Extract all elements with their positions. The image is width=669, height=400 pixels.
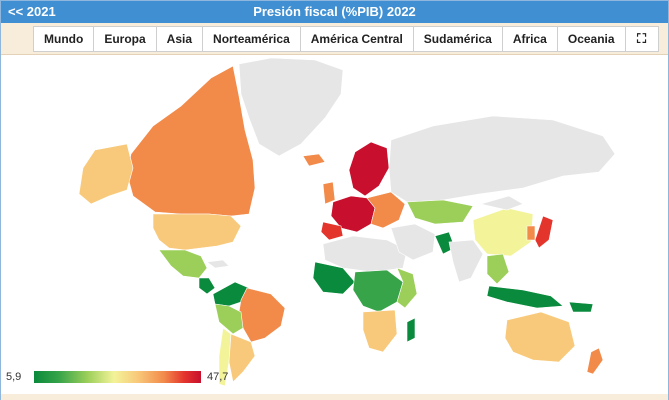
map-korea[interactable] [526, 225, 536, 241]
tab-sudamerica[interactable]: Sudamérica [414, 27, 503, 51]
map-iberia[interactable] [320, 221, 344, 241]
map-scandinavia[interactable] [348, 141, 390, 197]
map-kazakhstan[interactable] [406, 199, 474, 225]
map-southern-africa[interactable] [362, 309, 398, 353]
legend-min-label: 5,9 [6, 371, 22, 383]
map-uk[interactable] [322, 181, 336, 205]
map-east-africa[interactable] [396, 267, 418, 309]
map-iceland[interactable] [302, 153, 326, 167]
map-central-america[interactable] [198, 277, 216, 295]
map-australia[interactable] [504, 311, 576, 363]
map-middle-east[interactable] [390, 223, 436, 261]
tab-america-central[interactable]: América Central [301, 27, 414, 51]
previous-year-link[interactable]: << 2021 [8, 4, 56, 19]
bottom-strip [1, 394, 668, 400]
page-title: Presión fiscal (%PIB) 2022 [253, 4, 416, 19]
map-argentina[interactable] [228, 333, 256, 383]
tab-africa[interactable]: Africa [503, 27, 558, 51]
fullscreen-icon[interactable]: ⛶ [637, 31, 647, 46]
map-peru-bolivia[interactable] [214, 303, 244, 335]
map-russia[interactable] [388, 115, 616, 203]
map-eastern-europe[interactable] [366, 191, 406, 229]
world-map [3, 56, 668, 394]
map-new-zealand[interactable] [586, 347, 604, 375]
map-papua[interactable] [568, 301, 594, 313]
tab-norteamerica[interactable]: Norteamérica [203, 27, 301, 51]
map-central-africa[interactable] [352, 269, 404, 313]
tab-europa[interactable]: Europa [94, 27, 157, 51]
title-bar: << 2021 Presión fiscal (%PIB) 2022 [1, 1, 668, 23]
map-north-africa[interactable] [322, 235, 408, 273]
map-mongolia[interactable] [480, 195, 524, 211]
legend-max-label: 47,7 [207, 371, 229, 383]
region-tabs: Mundo Europa Asia Norteamérica América C… [33, 26, 659, 52]
map-west-africa[interactable] [312, 261, 356, 295]
world-map-svg [78, 57, 616, 387]
tab-oceania[interactable]: Oceania [558, 27, 626, 51]
map-cuba[interactable] [206, 259, 230, 269]
map-southeast-asia[interactable] [486, 253, 510, 285]
map-indonesia[interactable] [486, 285, 564, 309]
map-canada[interactable] [126, 65, 256, 217]
map-india[interactable] [448, 239, 484, 283]
map-usa[interactable] [152, 213, 242, 251]
map-brazil[interactable] [238, 287, 286, 343]
map-japan[interactable] [534, 215, 554, 249]
map-madagascar[interactable] [406, 317, 416, 343]
legend-color-scale [34, 371, 201, 383]
tab-asia[interactable]: Asia [157, 27, 204, 51]
map-mexico[interactable] [158, 249, 208, 279]
map-alaska[interactable] [78, 143, 134, 205]
map-greenland[interactable] [238, 57, 344, 157]
tab-mundo[interactable]: Mundo [34, 27, 95, 51]
map-china[interactable] [472, 207, 534, 257]
